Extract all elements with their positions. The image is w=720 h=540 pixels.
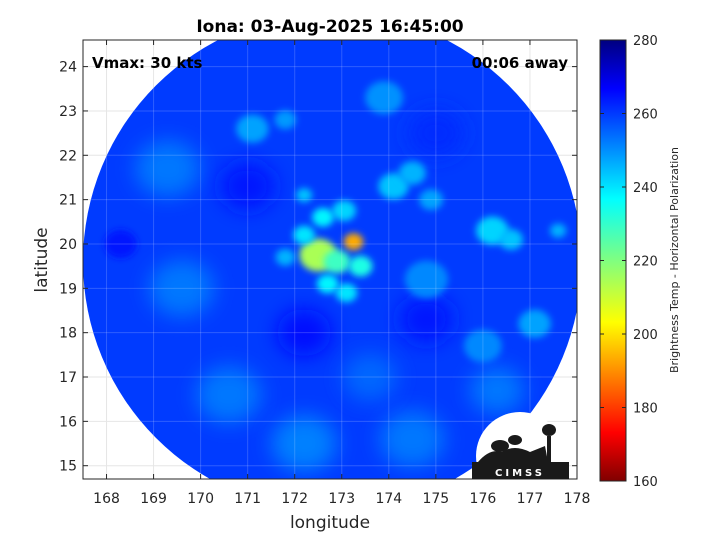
y-tick-label: 21 bbox=[59, 193, 77, 209]
colorbar-ticks: 160 180 200 220 240 260 280 bbox=[600, 34, 658, 490]
colorbar: 160 180 200 220 240 260 280 Brightness Temp - … bbox=[599, 34, 681, 490]
vmax-annotation: Vmax: 30 kts bbox=[92, 54, 202, 72]
y-axis-label: latitude bbox=[32, 227, 52, 292]
feature-16 bbox=[236, 114, 269, 143]
feature-32 bbox=[275, 248, 296, 266]
x-axis: 168 169 170 171 172 173 174 175 176 177 178 bbox=[93, 40, 590, 507]
feature-4 bbox=[379, 410, 445, 468]
feature-7 bbox=[277, 309, 332, 357]
logo-text: CIMSS bbox=[495, 468, 545, 479]
x-tick-label: 175 bbox=[422, 491, 449, 507]
feature-2 bbox=[196, 366, 262, 423]
feature-30 bbox=[274, 110, 297, 130]
feature-18 bbox=[104, 229, 137, 259]
x-tick-label: 177 bbox=[517, 491, 544, 507]
feature-6 bbox=[342, 353, 398, 401]
colorbar-tick-label: 180 bbox=[633, 402, 658, 417]
feature-33 bbox=[296, 188, 313, 203]
y-tick-label: 15 bbox=[59, 459, 77, 475]
feature-3 bbox=[271, 415, 337, 472]
feature-24 bbox=[419, 189, 444, 210]
y-axis: 15 16 17 18 19 20 21 22 23 24 bbox=[59, 60, 577, 475]
y-tick-label: 19 bbox=[59, 281, 77, 297]
plot-frame bbox=[82, 39, 578, 480]
colorbar-tick-label: 200 bbox=[633, 328, 658, 343]
colorbar-tick-label: 220 bbox=[633, 255, 658, 270]
x-tick-label: 174 bbox=[375, 491, 402, 507]
feature-5 bbox=[469, 366, 525, 414]
y-tick-label: 23 bbox=[59, 104, 77, 120]
feature-26 bbox=[312, 207, 334, 227]
colorbar-label: Brightness Temp - Horizontal Polarizatio… bbox=[668, 147, 681, 373]
feature-11 bbox=[404, 260, 449, 299]
feature-31 bbox=[343, 233, 364, 251]
feature-10 bbox=[408, 109, 463, 157]
feature-13 bbox=[365, 81, 404, 115]
x-tick-label: 170 bbox=[187, 491, 214, 507]
x-tick-label: 171 bbox=[234, 491, 261, 507]
colorbar-tick-label: 280 bbox=[633, 34, 658, 49]
feature-9 bbox=[220, 162, 275, 210]
colorbar-tick-label: 160 bbox=[633, 475, 658, 490]
chart-title: Iona: 03-Aug-2025 16:45:00 bbox=[196, 17, 463, 37]
y-tick-label: 24 bbox=[59, 60, 77, 76]
feature-8 bbox=[399, 295, 454, 343]
y-tick-label: 18 bbox=[59, 326, 77, 342]
feature-28 bbox=[335, 283, 358, 303]
feature-1 bbox=[149, 260, 215, 317]
time-away-annotation: 00:06 away bbox=[472, 54, 569, 72]
x-axis-label: longitude bbox=[290, 513, 370, 533]
cimss-logo: CIMSS bbox=[472, 412, 569, 479]
colorbar-tick-label: 240 bbox=[633, 181, 658, 196]
feature-0 bbox=[135, 140, 201, 197]
feature-14 bbox=[463, 329, 502, 363]
feature-27 bbox=[316, 274, 339, 294]
feature-21 bbox=[398, 161, 426, 185]
y-tick-label: 20 bbox=[59, 237, 77, 253]
feature-17 bbox=[518, 309, 551, 338]
colorbar-tick-label: 260 bbox=[633, 108, 658, 123]
feature-23 bbox=[332, 200, 357, 222]
brightness-features bbox=[104, 81, 567, 472]
x-tick-label: 172 bbox=[281, 491, 308, 507]
x-tick-label: 178 bbox=[564, 491, 591, 507]
y-tick-label: 22 bbox=[59, 148, 77, 164]
feature-29 bbox=[293, 225, 315, 245]
feature-25 bbox=[499, 229, 524, 250]
feature-34 bbox=[550, 223, 567, 238]
x-tick-label: 176 bbox=[470, 491, 497, 507]
y-tick-label: 17 bbox=[59, 370, 77, 386]
x-tick-label: 169 bbox=[140, 491, 167, 507]
x-tick-label: 173 bbox=[328, 491, 355, 507]
feature-20 bbox=[323, 249, 351, 274]
x-tick-label: 168 bbox=[93, 491, 120, 507]
feature-19 bbox=[378, 173, 409, 200]
y-tick-label: 16 bbox=[59, 414, 77, 430]
feature-22 bbox=[348, 255, 373, 277]
